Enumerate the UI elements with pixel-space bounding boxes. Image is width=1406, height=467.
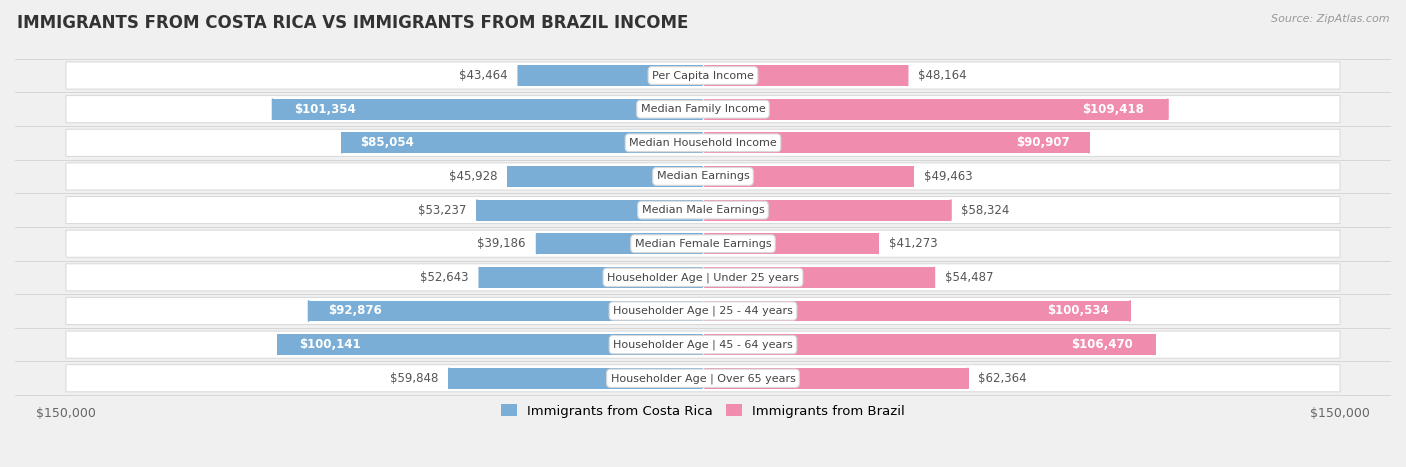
Bar (703, 99, 1168, 120)
Bar (703, 65, 907, 86)
Bar (703, 166, 912, 187)
FancyBboxPatch shape (66, 62, 1340, 89)
FancyBboxPatch shape (66, 163, 1340, 190)
FancyBboxPatch shape (66, 331, 1340, 358)
Bar (703, 267, 935, 288)
FancyBboxPatch shape (66, 197, 1340, 224)
Text: $59,848: $59,848 (389, 372, 439, 385)
Bar (477, 200, 703, 220)
Bar (273, 99, 703, 120)
Bar (278, 334, 703, 355)
Text: Median Male Earnings: Median Male Earnings (641, 205, 765, 215)
Legend: Immigrants from Costa Rica, Immigrants from Brazil: Immigrants from Costa Rica, Immigrants f… (495, 399, 911, 423)
FancyBboxPatch shape (66, 230, 1340, 257)
FancyBboxPatch shape (66, 129, 1340, 156)
Text: $92,876: $92,876 (328, 304, 382, 318)
FancyBboxPatch shape (66, 365, 1340, 392)
Text: $106,470: $106,470 (1071, 338, 1133, 351)
Bar (519, 65, 703, 86)
Bar (479, 267, 703, 288)
FancyBboxPatch shape (66, 264, 1340, 291)
Bar (508, 166, 703, 187)
Text: $62,364: $62,364 (979, 372, 1028, 385)
Text: $90,907: $90,907 (1017, 136, 1070, 149)
Text: $48,164: $48,164 (918, 69, 967, 82)
Text: Householder Age | Over 65 years: Householder Age | Over 65 years (610, 373, 796, 383)
Text: Source: ZipAtlas.com: Source: ZipAtlas.com (1271, 14, 1389, 24)
Text: $100,141: $100,141 (299, 338, 360, 351)
Text: $85,054: $85,054 (360, 136, 413, 149)
Bar (342, 132, 703, 153)
Text: $54,487: $54,487 (945, 271, 994, 284)
Text: Median Female Earnings: Median Female Earnings (634, 239, 772, 249)
Text: $100,534: $100,534 (1047, 304, 1108, 318)
Text: Householder Age | 45 - 64 years: Householder Age | 45 - 64 years (613, 340, 793, 350)
Text: $43,464: $43,464 (460, 69, 508, 82)
Bar (449, 368, 703, 389)
Text: $52,643: $52,643 (420, 271, 468, 284)
Text: Per Capita Income: Per Capita Income (652, 71, 754, 80)
Text: Median Household Income: Median Household Income (628, 138, 778, 148)
Text: IMMIGRANTS FROM COSTA RICA VS IMMIGRANTS FROM BRAZIL INCOME: IMMIGRANTS FROM COSTA RICA VS IMMIGRANTS… (17, 14, 689, 32)
Text: $41,273: $41,273 (889, 237, 938, 250)
Text: Householder Age | 25 - 44 years: Householder Age | 25 - 44 years (613, 306, 793, 316)
Bar (703, 132, 1090, 153)
Text: Median Earnings: Median Earnings (657, 171, 749, 182)
Bar (703, 368, 967, 389)
Text: Householder Age | Under 25 years: Householder Age | Under 25 years (607, 272, 799, 283)
Bar (703, 234, 879, 254)
FancyBboxPatch shape (66, 96, 1340, 123)
Text: $53,237: $53,237 (418, 204, 467, 217)
Text: $45,928: $45,928 (449, 170, 498, 183)
Bar (703, 301, 1130, 321)
FancyBboxPatch shape (66, 297, 1340, 325)
Bar (308, 301, 703, 321)
Text: Median Family Income: Median Family Income (641, 104, 765, 114)
Bar (703, 200, 950, 220)
Text: $109,418: $109,418 (1083, 103, 1144, 116)
Bar (703, 334, 1156, 355)
Text: $101,354: $101,354 (294, 103, 356, 116)
Text: $58,324: $58,324 (962, 204, 1010, 217)
Text: $49,463: $49,463 (924, 170, 973, 183)
Text: $39,186: $39,186 (478, 237, 526, 250)
Bar (537, 234, 703, 254)
